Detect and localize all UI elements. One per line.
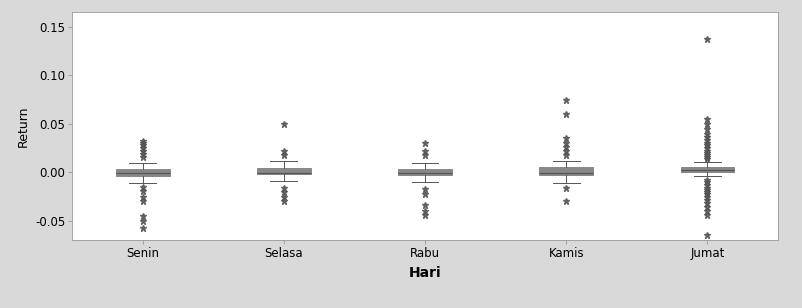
PathPatch shape: [540, 168, 593, 175]
PathPatch shape: [116, 169, 169, 176]
PathPatch shape: [399, 169, 452, 175]
Y-axis label: Return: Return: [16, 106, 30, 147]
X-axis label: Hari: Hari: [409, 266, 441, 280]
PathPatch shape: [257, 168, 310, 174]
PathPatch shape: [681, 167, 734, 172]
